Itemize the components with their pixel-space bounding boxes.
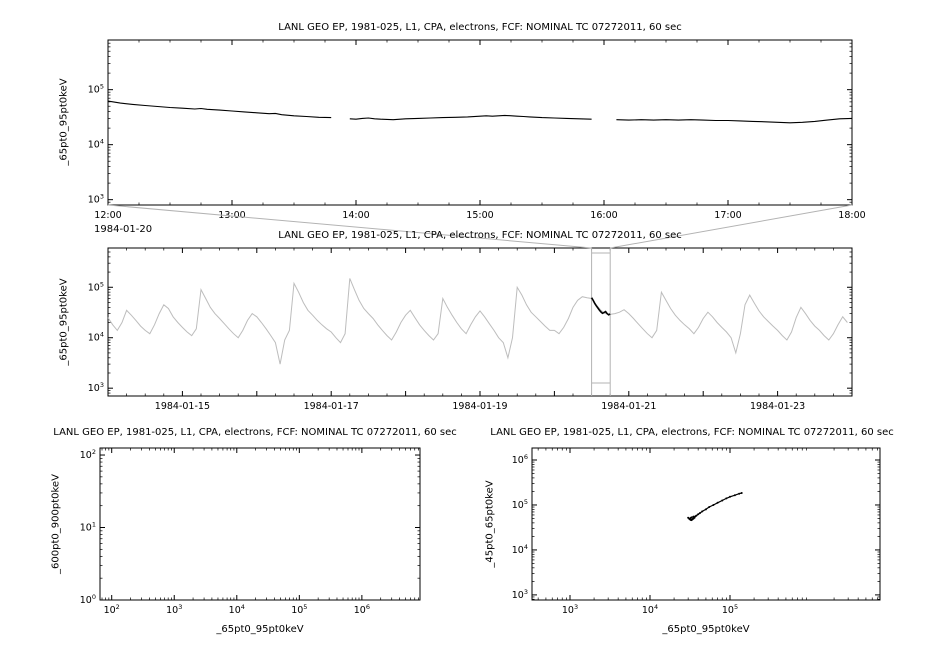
svg-text:103: 103 [562,603,578,616]
svg-text:16:00: 16:00 [590,210,617,221]
svg-text:17:00: 17:00 [714,210,741,221]
svg-text:12:00: 12:00 [94,210,121,221]
svg-text:18:00: 18:00 [838,210,865,221]
context-connector-lines [107,204,853,249]
svg-text:104: 104 [88,331,104,344]
p1-plot-area[interactable]: 103 104 105 12:00 13:00 14:00 15:00 16:00 17:00 1… [88,39,866,221]
svg-text:100: 100 [80,593,96,606]
svg-text:14:00: 14:00 [342,210,369,221]
svg-text:103: 103 [512,588,528,601]
svg-text:104: 104 [88,138,104,151]
panel2-y-axis-label: _65pt0_95pt0keV [58,278,70,366]
svg-text:103: 103 [166,603,182,616]
svg-text:13:00: 13:00 [218,210,245,221]
svg-text:105: 105 [512,498,528,511]
panel1-title: LANL GEO EP, 1981-025, L1, CPA, electron… [278,22,682,33]
svg-text:104: 104 [512,543,528,556]
p3-plot-area[interactable]: 100 101 102 102 103 104 105 106 [80,447,421,616]
panel4-title: LANL GEO EP, 1981-025, L1, CPA, electron… [490,427,894,438]
svg-text:1984-01-23: 1984-01-23 [750,401,805,412]
svg-text:106: 106 [512,453,528,466]
svg-text:1984-01-17: 1984-01-17 [304,401,359,412]
svg-text:103: 103 [88,381,104,394]
p4-plot-area[interactable]: 103 104 105 106 103 104 105 [512,447,881,616]
svg-text:103: 103 [88,193,104,206]
panel4-x-axis-label: _65pt0_95pt0keV [662,624,750,635]
panel4-y-axis-label: _45pt0_65pt0keV [484,480,496,568]
svg-text:105: 105 [88,280,104,293]
svg-text:102: 102 [104,603,120,616]
svg-text:15:00: 15:00 [466,210,493,221]
panel1-context-date-label: 1984-01-20 [94,224,153,235]
panel2-title: LANL GEO EP, 1981-025, L1, CPA, electron… [278,230,682,241]
svg-text:104: 104 [642,603,658,616]
p2-plot-area[interactable]: 103 104 105 1984-01-15 1984-01-17 1984-01-19 1… [88,247,853,412]
svg-text:105: 105 [722,603,738,616]
svg-text:1984-01-15: 1984-01-15 [155,401,210,412]
svg-text:105: 105 [291,603,307,616]
panel3-title: LANL GEO EP, 1981-025, L1, CPA, electron… [53,427,457,438]
panel3-x-axis-label: _65pt0_95pt0keV [216,624,304,635]
svg-text:1984-01-19: 1984-01-19 [452,401,507,412]
panel3-y-axis-label: _600pt0_900pt0keV [50,474,62,574]
svg-text:1984-01-21: 1984-01-21 [601,401,656,412]
svg-text:106: 106 [354,603,370,616]
svg-text:105: 105 [88,83,104,96]
panel1-y-axis-label: _65pt0_95pt0keV [58,78,70,166]
svg-text:101: 101 [80,521,96,534]
svg-text:102: 102 [80,448,96,461]
svg-text:104: 104 [229,603,245,616]
